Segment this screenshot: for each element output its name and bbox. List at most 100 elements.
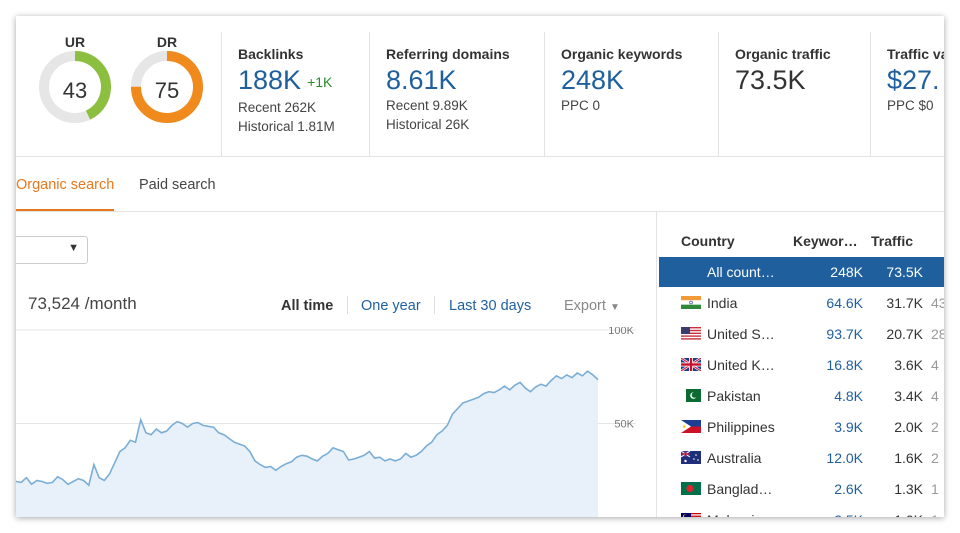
y-tick-label: 100K (608, 327, 634, 337)
country-name[interactable]: United K… (707, 357, 775, 373)
country-row[interactable]: Australia 12.0K 1.6K 2 (659, 443, 944, 473)
organic-traffic-value: 73.5K (735, 65, 806, 95)
country-traffic: 31.7K (886, 295, 923, 311)
backlinks-historical: Historical 1.81M (238, 118, 335, 134)
country-traffic: 1.3K (894, 481, 923, 497)
ur-label: UR (64, 34, 86, 50)
chart-mode-select[interactable]: ▼ (16, 236, 88, 264)
country-row[interactable]: All count… 248K 73.5K (659, 257, 944, 287)
country-name[interactable]: India (707, 295, 738, 311)
organic-keywords-value[interactable]: 248K (561, 65, 625, 95)
country-keywords[interactable]: 16.8K (826, 357, 863, 373)
tab-paid-search[interactable]: Paid search (139, 177, 216, 193)
backlinks-value-row: 188K +1K (238, 64, 369, 98)
range-all-time[interactable]: All time (281, 298, 334, 314)
organic-traffic-metric: Organic traffic 73.5K (718, 32, 870, 156)
country-row[interactable]: United K… 16.8K 3.6K 4 (659, 350, 944, 380)
in-flag-icon (681, 296, 701, 309)
export-button[interactable]: Export ▼ (564, 298, 620, 314)
y-tick-label: 50K (614, 419, 634, 431)
backlinks-value[interactable]: 188K (238, 65, 302, 95)
range-divider (434, 296, 435, 314)
range-last-30-days[interactable]: Last 30 days (449, 298, 532, 314)
country-row[interactable]: Pakistan 4.8K 3.4K 4 (659, 381, 944, 411)
country-row[interactable]: Malaysia 2.5K 1.0K 1 (659, 505, 944, 517)
country-name[interactable]: United S… (707, 326, 775, 342)
tab-organic-search[interactable]: Organic search (16, 177, 115, 211)
backlinks-delta[interactable]: +1K (307, 73, 333, 90)
country-keywords[interactable]: 248K (830, 264, 863, 280)
ph-flag-icon (681, 420, 701, 433)
country-traffic: 73.5K (886, 264, 923, 280)
country-traffic: 2.0K (894, 419, 923, 435)
backlinks-recent: Recent 262K (238, 99, 317, 115)
traffic-header[interactable]: Traffic (871, 233, 914, 249)
country-name[interactable]: Banglad… (707, 481, 773, 497)
organic-traffic-chart[interactable]: 100K 50K (16, 327, 656, 517)
dr-value: 75 (154, 78, 180, 103)
country-name[interactable]: Malaysia (707, 512, 762, 517)
organic-keywords-label: Organic keywords (561, 46, 683, 62)
traffic-value-metric: Traffic va $27. PPC $0 (870, 32, 944, 156)
traffic-chart-panel: ▼ 73,524 /month All time One year Last 3… (16, 212, 656, 517)
chevron-down-icon: ▼ (68, 242, 79, 254)
bd-flag-icon (681, 482, 701, 495)
dr-gauge[interactable]: DR 75 (128, 34, 206, 123)
traffic-value-label: Traffic va (887, 46, 944, 62)
ur-ring (39, 51, 111, 123)
my-flag-icon (681, 513, 701, 517)
search-type-tabs: Organic search Paid search (16, 157, 944, 212)
country-traffic-share: 1 (931, 512, 939, 517)
organic-traffic-label: Organic traffic (735, 46, 831, 62)
country-keywords[interactable]: 3.9K (834, 419, 863, 435)
country-traffic-share: 4 (931, 357, 939, 373)
ur-gauge[interactable]: UR 43 (36, 34, 114, 123)
country-keywords[interactable]: 4.8K (834, 388, 863, 404)
country-traffic-share: 28 (931, 326, 944, 342)
keywords-header[interactable]: Keywor… (793, 233, 858, 249)
country-traffic-share: 1 (931, 481, 939, 497)
us-flag-icon (681, 327, 701, 340)
country-keywords[interactable]: 2.6K (834, 481, 863, 497)
range-divider (347, 296, 348, 314)
country-header[interactable]: Country (681, 233, 735, 249)
export-label: Export (564, 298, 606, 314)
traffic-area (16, 371, 598, 517)
country-row[interactable]: United S… 93.7K 20.7K 28 (659, 319, 944, 349)
country-keywords[interactable]: 2.5K (834, 512, 863, 517)
country-traffic: 1.6K (894, 450, 923, 466)
dr-label: DR (156, 34, 178, 50)
country-keywords[interactable]: 64.6K (826, 295, 863, 311)
country-traffic: 1.0K (894, 512, 923, 517)
traffic-total: 73,524 /month (28, 294, 137, 313)
range-one-year[interactable]: One year (361, 298, 421, 314)
referring-domains-recent: Recent 9.89K (386, 98, 468, 113)
traffic-value-ppc: PPC $0 (887, 98, 934, 113)
metrics-strip: UR 43 DR 75 Backlinks 188K +1K Recent 262… (16, 16, 944, 157)
ur-value: 43 (62, 78, 88, 103)
country-traffic-share: 43 (931, 295, 944, 311)
country-traffic-share: 2 (931, 450, 939, 466)
site-explorer-window: UR 43 DR 75 Backlinks 188K +1K Recent 262… (16, 16, 944, 517)
country-keywords[interactable]: 93.7K (826, 326, 863, 342)
country-traffic: 20.7K (886, 326, 923, 342)
referring-domains-value[interactable]: 8.61K (386, 65, 457, 95)
country-keywords[interactable]: 12.0K (826, 450, 863, 466)
referring-domains-metric: Referring domains 8.61K Recent 9.89K His… (369, 32, 544, 156)
country-name[interactable]: Pakistan (707, 388, 761, 404)
uk-flag-icon (681, 358, 701, 371)
country-traffic-share: 4 (931, 388, 939, 404)
country-traffic-share: 2 (931, 419, 939, 435)
country-name[interactable]: All count… (707, 264, 775, 280)
backlinks-metric: Backlinks 188K +1K Recent 262K Historical… (221, 32, 369, 156)
au-flag-icon (681, 451, 701, 464)
country-row[interactable]: Philippines 3.9K 2.0K 2 (659, 412, 944, 442)
country-row[interactable]: Banglad… 2.6K 1.3K 1 (659, 474, 944, 504)
backlinks-label: Backlinks (238, 46, 304, 62)
country-row[interactable]: India 64.6K 31.7K 43 (659, 288, 944, 318)
country-name[interactable]: Australia (707, 450, 762, 466)
country-traffic: 3.4K (894, 388, 923, 404)
country-name[interactable]: Philippines (707, 419, 775, 435)
dr-ring (131, 51, 203, 123)
traffic-value-value[interactable]: $27. (887, 65, 940, 95)
